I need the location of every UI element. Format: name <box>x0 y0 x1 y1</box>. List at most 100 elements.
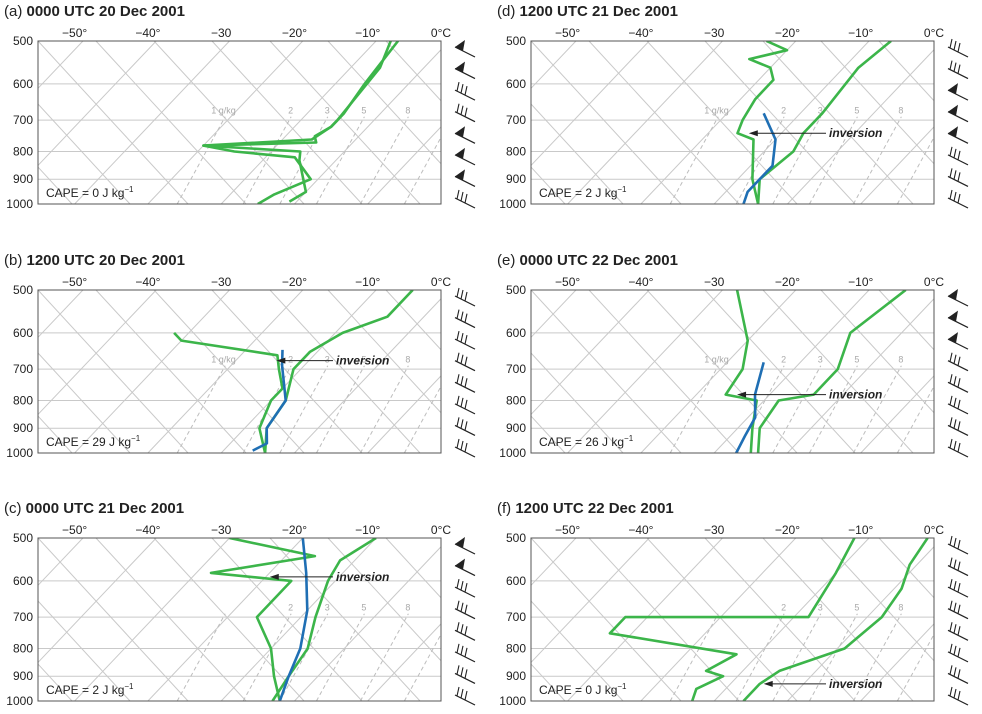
plot-frame <box>530 289 935 454</box>
inversion-label: inversion <box>336 354 389 368</box>
temperature-tick-label: −50° <box>555 26 580 40</box>
wind-barb <box>454 309 476 329</box>
mixing-ratio-line <box>359 613 409 701</box>
isotherm-line <box>38 290 84 339</box>
pressure-tick-label: 600 <box>506 326 526 340</box>
temperature-tick-label: 0°C <box>431 523 451 537</box>
inversion-label: inversion <box>829 126 882 140</box>
temperature-profile <box>202 41 400 203</box>
temperature-tick-label: −30 <box>211 26 232 40</box>
adiabat-line <box>38 415 73 453</box>
temperature-tick-label: −40° <box>628 26 653 40</box>
wind-barb <box>947 438 969 458</box>
mixing-ratio-line <box>242 613 292 701</box>
mixing-ratio-line <box>669 613 719 701</box>
adiabat-line <box>704 290 856 453</box>
adiabat-line <box>38 352 131 453</box>
isotherm-line <box>0 290 10 453</box>
mixing-ratio-line <box>279 116 329 204</box>
pressure-tick-label: 600 <box>13 77 33 91</box>
adiabat-line <box>762 290 914 453</box>
adiabat-line <box>211 290 363 453</box>
adiabat-line <box>0 290 14 453</box>
pressure-tick-label: 800 <box>506 642 526 656</box>
temperature-tick-label: −50° <box>62 523 87 537</box>
inversion-label: inversion <box>336 570 389 584</box>
mixing-ratio-label: 2 <box>288 355 293 365</box>
panel-title: (b) 1200 UTC 20 Dec 2001 <box>4 252 185 269</box>
adiabat-line <box>531 290 682 453</box>
wind-barb <box>454 600 476 620</box>
isotherm-line <box>567 538 723 701</box>
mixing-ratio-line <box>176 613 226 701</box>
mixing-ratio-line <box>669 365 719 453</box>
wind-barb <box>454 643 476 663</box>
adiabat-line <box>38 290 189 453</box>
mixing-ratio-line <box>403 385 441 453</box>
wind-barb <box>947 622 969 641</box>
temperature-tick-label: 0°C <box>924 275 944 289</box>
adiabat-line <box>820 538 934 662</box>
isotherm-line <box>147 41 304 204</box>
cape-label: CAPE = 2 J kg−1 <box>539 185 627 200</box>
isotherm-line <box>531 290 577 339</box>
isotherm-line <box>0 41 10 204</box>
pressure-tick-label: 700 <box>506 362 526 376</box>
wind-barb <box>947 643 969 663</box>
mixing-ratio-label: 5 <box>854 603 859 613</box>
wind-barb <box>454 395 476 415</box>
mixing-ratio-label: 8 <box>405 603 410 613</box>
adiabat-line <box>762 41 914 204</box>
temperature-profile <box>742 538 929 701</box>
isotherm-line <box>74 41 230 204</box>
adiabat-line <box>211 538 363 701</box>
pressure-tick-label: 1000 <box>499 694 526 708</box>
mixing-ratio-label: 3 <box>818 355 823 365</box>
pressure-tick-label: 800 <box>13 642 33 656</box>
wind-barb <box>947 38 969 58</box>
mixing-ratio-line <box>669 116 719 204</box>
pressure-tick-label: 1000 <box>6 694 33 708</box>
mixing-ratio-label: 8 <box>405 355 410 365</box>
isotherm-line <box>531 290 650 416</box>
plot-area: 1 g/kg 2 3 5 8 12 <box>531 290 934 453</box>
adiabat-line <box>646 41 798 204</box>
adiabat-line <box>327 538 441 662</box>
mixing-ratio-line <box>772 613 822 701</box>
adiabat-line <box>0 41 14 204</box>
isotherm-line <box>0 538 10 701</box>
mixing-ratio-line <box>403 633 441 701</box>
adiabat-line <box>327 290 441 414</box>
mixing-ratio-line <box>403 136 441 204</box>
mixing-ratio-label: 5 <box>854 106 859 116</box>
isotherm-line <box>531 41 650 167</box>
adiabat-line <box>531 663 566 701</box>
dewpoint-profile <box>209 538 317 701</box>
adiabat-line <box>762 538 914 701</box>
temperature-tick-label: −40° <box>135 275 160 289</box>
inversion-arrowhead <box>737 391 747 398</box>
isotherm-line <box>713 290 870 453</box>
mixing-ratio-line <box>852 613 902 701</box>
isotherm-line <box>640 290 797 453</box>
pressure-tick-label: 600 <box>13 574 33 588</box>
isotherm-line <box>787 49 934 204</box>
mixing-ratio-line <box>315 116 365 204</box>
mixing-ratio-label: 2 <box>288 106 293 116</box>
inversion-arrowhead <box>269 573 279 580</box>
plot-area: 1 g/kg 2 3 5 8 12 <box>0 41 441 204</box>
isotherm-line <box>220 290 377 453</box>
wind-barb <box>947 579 969 598</box>
adiabat-line <box>38 663 73 701</box>
temperature-tick-label: −20° <box>282 523 307 537</box>
mixing-ratio-line <box>359 116 409 204</box>
adiabat-line <box>588 290 740 453</box>
mixing-ratio-line <box>359 365 409 453</box>
adiabat-line <box>38 166 73 204</box>
mixing-ratio-label: 3 <box>325 106 330 116</box>
plot-frame <box>530 40 935 205</box>
adiabat-line <box>531 103 624 204</box>
mixing-ratio-label: 3 <box>325 603 330 613</box>
